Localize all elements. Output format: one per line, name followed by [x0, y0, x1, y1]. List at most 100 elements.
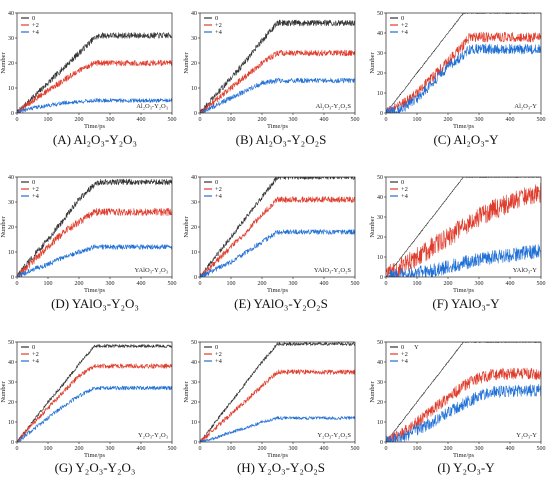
x-tick-label: 0	[16, 281, 19, 287]
x-axis-label: Time/ps	[267, 287, 289, 294]
y-axis-label: Number	[369, 52, 376, 74]
series-E-plus2	[200, 196, 355, 277]
x-tick-label: 100	[227, 446, 236, 452]
legend-label: +2	[401, 186, 408, 193]
legend: 0+2+4	[21, 344, 40, 365]
y-tick-label: 30	[377, 51, 383, 57]
y-tick-label: 40	[8, 360, 14, 366]
x-tick-label: 0	[16, 446, 19, 452]
series-G-0	[17, 344, 172, 442]
series-B-0	[200, 19, 355, 113]
legend: 0+2+4	[390, 179, 409, 200]
series-group	[200, 342, 355, 442]
panel-A: 0 100 200 300 400 500010203040Time/psNumber0+…	[0, 11, 177, 147]
series-D-plus4	[17, 244, 172, 277]
x-tick-label: 400	[320, 117, 329, 123]
y-tick-label: 0	[380, 111, 383, 117]
y-tick-label: 10	[8, 420, 14, 426]
x-tick-label: 200	[75, 281, 84, 287]
y-tick-label: 20	[377, 235, 383, 241]
legend: 0+2+4	[204, 179, 223, 200]
x-tick-label: 300	[289, 117, 298, 123]
x-tick-label: 300	[475, 281, 484, 287]
y-axis-label: Number	[0, 52, 7, 74]
panel-caption: (A) Al₂O₃-Y₂O₃	[53, 132, 137, 147]
y-tick-label: 0	[194, 440, 197, 446]
y-tick-label: 10	[191, 86, 197, 92]
y-axis-label: Number	[183, 52, 190, 74]
x-tick-label: 0	[199, 117, 202, 123]
legend-label: +2	[215, 22, 222, 29]
inner-panel-label: Y₂O₃-Y₂O₃	[138, 432, 168, 439]
y-tick-label: 10	[8, 86, 14, 92]
x-tick-label: 200	[444, 117, 453, 123]
y-tick-label: 30	[191, 200, 197, 206]
series-D-0	[17, 178, 172, 277]
panel-caption: (E) YAlO₃-Y₂O₂S	[234, 296, 328, 311]
series-B-plus4	[200, 77, 355, 113]
y-axis-label: Number	[369, 216, 376, 238]
series-E-plus4	[200, 229, 355, 277]
y-tick-label: 40	[191, 11, 197, 17]
x-tick-label: 300	[106, 117, 115, 123]
legend: 0+2+4 Y	[390, 344, 419, 365]
series-group	[17, 178, 172, 277]
y-tick-label: 20	[8, 61, 14, 67]
x-tick-label: 300	[289, 281, 298, 287]
x-tick-label: 100	[413, 446, 422, 452]
legend-extra-label: Y	[414, 344, 419, 351]
panel-caption: (F) YAlO₃-Y	[432, 296, 500, 311]
y-tick-label: 40	[377, 360, 383, 366]
x-axis-label: Time/ps	[84, 452, 106, 459]
legend-label: +2	[32, 22, 39, 29]
x-tick-label: 500	[351, 281, 360, 287]
legend: 0+2+4	[390, 15, 409, 36]
y-tick-label: 40	[8, 11, 14, 17]
panel-D: 0 100 200 300 400 500010203040Time/psNumber0+…	[0, 175, 177, 311]
y-tick-label: 10	[8, 250, 14, 256]
plot-frame	[199, 176, 356, 278]
y-tick-label: 0	[194, 275, 197, 281]
x-axis-label: Time/ps	[453, 123, 475, 130]
x-axis-label: Time/ps	[453, 452, 475, 459]
series-B-plus2	[200, 49, 355, 113]
legend-label: +4	[401, 193, 409, 200]
legend-label: +4	[215, 193, 223, 200]
legend: 0+2+4	[21, 15, 40, 36]
inner-panel-label: Y₂O₃-Y₂O₂S	[317, 432, 351, 439]
legend-label: +2	[32, 351, 39, 358]
legend-label: 0	[401, 15, 404, 22]
series-D-plus2	[17, 207, 172, 277]
y-tick-label: 0	[194, 111, 197, 117]
legend-label: +4	[32, 193, 40, 200]
legend-label: +4	[401, 29, 409, 36]
y-tick-label: 20	[8, 225, 14, 231]
x-tick-label: 100	[44, 281, 53, 287]
x-tick-label: 300	[475, 446, 484, 452]
plot-frame	[199, 12, 356, 114]
x-tick-label: 100	[227, 281, 236, 287]
series-I-plus4	[386, 384, 541, 442]
x-tick-label: 500	[537, 446, 546, 452]
panel-caption: (D) YAlO₃-Y₂O₃	[51, 296, 139, 311]
y-tick-label: 30	[191, 36, 197, 42]
legend: 0+2+4	[204, 344, 223, 365]
x-tick-label: 300	[106, 281, 115, 287]
legend: 0+2+4	[204, 15, 223, 36]
x-axis-label: Time/ps	[84, 123, 106, 130]
x-tick-label: 100	[44, 446, 53, 452]
panel-caption: (H) Y₂O₃-Y₂O₂S	[237, 460, 325, 475]
y-tick-label: 50	[8, 340, 14, 346]
y-tick-label: 30	[191, 380, 197, 386]
y-tick-label: 20	[377, 400, 383, 406]
x-axis-label: Time/ps	[84, 287, 106, 294]
series-H-plus2	[200, 369, 355, 442]
x-tick-label: 0	[385, 446, 388, 452]
series-C-plus4	[386, 43, 541, 113]
y-tick-label: 0	[11, 440, 14, 446]
x-tick-label: 200	[258, 117, 267, 123]
y-axis-label: Number	[369, 381, 376, 403]
x-axis-label: Time/ps	[453, 287, 475, 294]
panel-B: 0 100 200 300 400 500010203040Time/psNumber0+…	[183, 11, 360, 147]
legend-label: +4	[215, 358, 223, 365]
